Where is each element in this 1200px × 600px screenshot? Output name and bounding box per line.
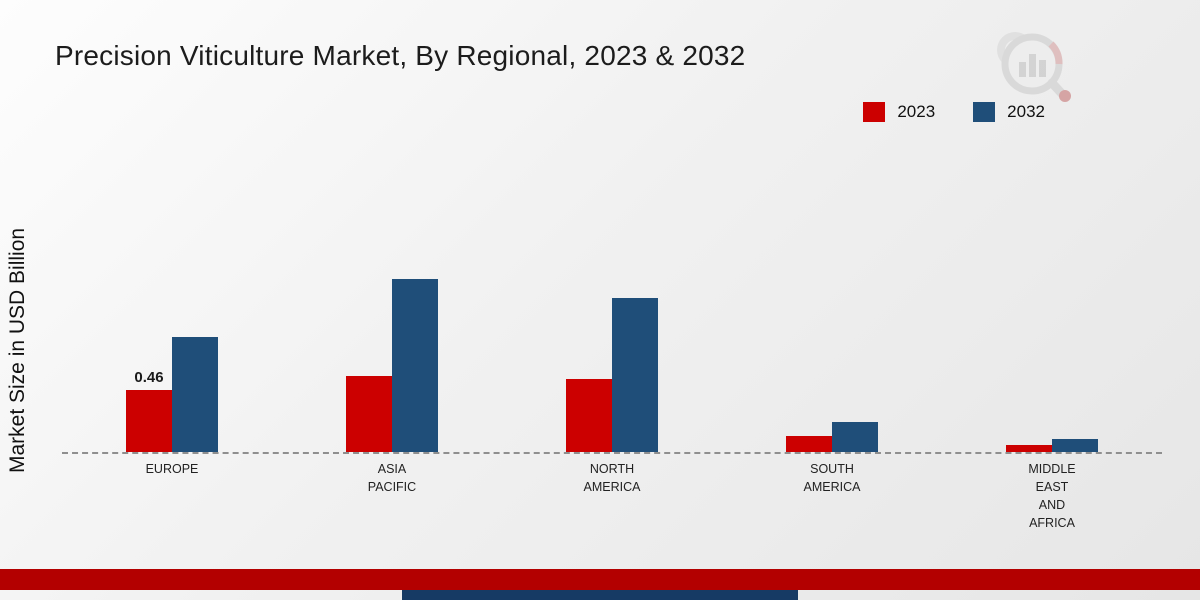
bar-chart: 0.46 EUROPE ASIA PACIFIC NORTH AMERICA SOUT… — [62, 140, 1162, 533]
bar-value-label: 0.46 — [134, 368, 164, 386]
chart-title: Precision Viticulture Market, By Regiona… — [55, 40, 746, 71]
legend-label-2023: 2023 — [897, 102, 936, 121]
bar-2032-3 — [832, 422, 878, 452]
brand-watermark-logo — [985, 22, 1077, 113]
category-group-4 — [942, 140, 1162, 452]
footer-blue-stripe — [402, 590, 798, 600]
bar-2032-1 — [392, 279, 438, 452]
y-axis-label: Market Size in USD Billion — [6, 227, 29, 473]
category-group-1 — [282, 140, 502, 452]
x-axis-baseline — [62, 452, 1162, 454]
legend: 2023 2032 — [863, 102, 1045, 122]
category-label-1: ASIA PACIFIC — [367, 462, 417, 495]
category-label-2: NORTH AMERICA — [583, 462, 641, 495]
category-label-3: SOUTH AMERICA — [803, 462, 861, 495]
bar-2023-4 — [1006, 445, 1052, 452]
bar-2023-1 — [346, 376, 392, 452]
category-group-2 — [502, 140, 722, 452]
bar-2023-3 — [786, 435, 832, 452]
legend-item-2032: 2032 — [973, 102, 1045, 122]
category-label-0: EUROPE — [145, 462, 199, 476]
category-group-0: 0.46 — [62, 140, 282, 452]
bar-2032-0 — [172, 337, 218, 452]
footer-red-stripe — [0, 569, 1200, 590]
category-group-3 — [722, 140, 942, 452]
plot-area: 0.46 — [62, 140, 1162, 452]
category-label-4: MIDDLE EAST AND AFRICA — [1028, 462, 1076, 531]
legend-label-2032: 2032 — [1007, 102, 1045, 121]
category-axis: EUROPE ASIA PACIFIC NORTH AMERICA SOUTH AME… — [62, 452, 1162, 533]
bar-2032-2 — [612, 298, 658, 452]
legend-item-2023: 2023 — [863, 102, 935, 122]
bar-2023-0: 0.46 — [126, 369, 172, 452]
legend-swatch-2023 — [863, 102, 886, 122]
bar-2023-2 — [566, 379, 612, 452]
bar-2032-4 — [1052, 438, 1098, 452]
legend-swatch-2032 — [973, 102, 996, 122]
magnifier-chart-icon — [997, 32, 1071, 102]
